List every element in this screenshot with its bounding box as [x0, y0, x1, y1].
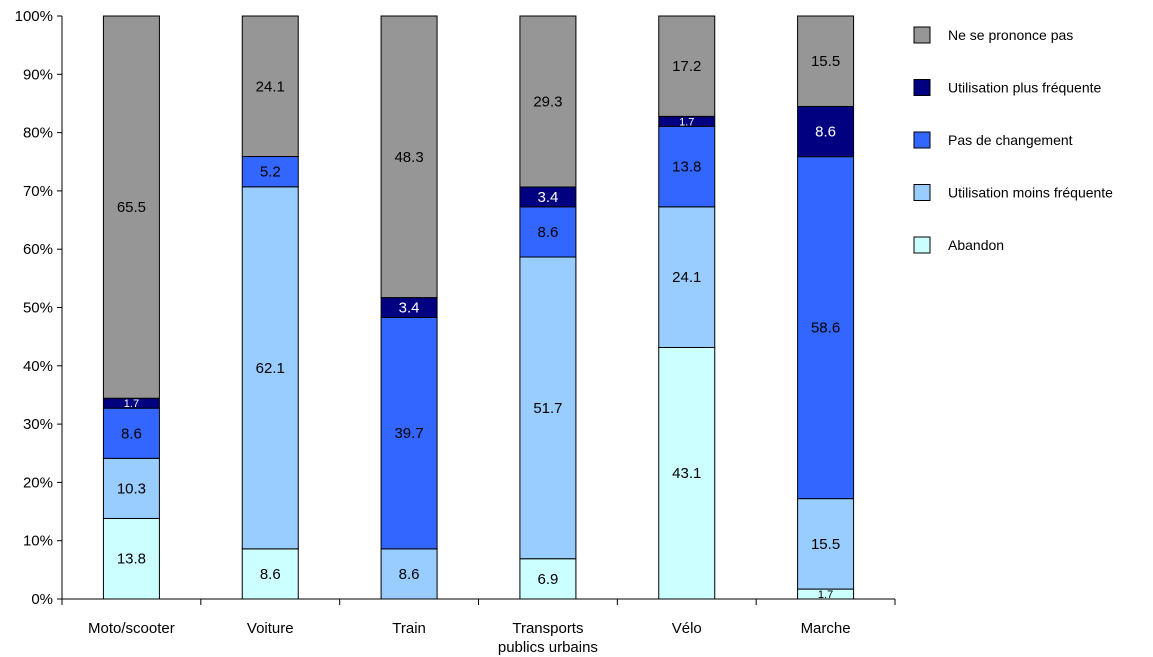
- legend: Ne se prononce pas Utilisation plus fréqu…: [913, 26, 1113, 254]
- x-category-label: Train: [392, 620, 426, 637]
- data-label: 17.2: [672, 58, 701, 75]
- y-tick-label: 80%: [23, 125, 53, 142]
- x-category-label: Moto/scooter: [88, 620, 175, 637]
- bar-segment-utilisation-moins-frequente: [241, 186, 299, 550]
- y-tick-label: 30%: [23, 416, 53, 433]
- bar-segment-ne-se-prononce-pas: [380, 15, 438, 299]
- x-category-label: Vélo: [672, 620, 702, 637]
- data-label: 13.8: [117, 551, 146, 568]
- bar-segment-utilisation-moins-frequente: [519, 256, 577, 560]
- y-tick-label: 100%: [15, 8, 53, 25]
- data-label: 1.7: [124, 398, 139, 410]
- y-tick-label: 60%: [23, 241, 53, 258]
- data-label: 3.4: [399, 300, 420, 317]
- x-category-label: Transports publics urbains: [498, 620, 598, 656]
- bar-segment-ne-se-prononce-pas: [519, 15, 577, 188]
- bar-segment-ne-se-prononce-pas: [797, 15, 855, 107]
- data-label: 8.6: [537, 224, 558, 241]
- data-label: 43.1: [672, 465, 701, 482]
- y-tick-label: 20%: [23, 474, 53, 491]
- data-label: 8.6: [260, 566, 281, 583]
- y-tick-label: 50%: [23, 300, 53, 317]
- bar-segment-ne-se-prononce-pas: [241, 15, 299, 158]
- bar-segment-utilisation-moins-frequente: [797, 498, 855, 590]
- data-label: 39.7: [394, 425, 423, 442]
- bar-segment-utilisation-moins-frequente: [380, 548, 438, 600]
- y-tick-label: 90%: [23, 66, 53, 83]
- data-label: 8.6: [121, 425, 142, 442]
- data-label: 58.6: [811, 320, 840, 337]
- bar-segment-pas-de-changement: [241, 156, 299, 188]
- bar-segment-utilisation-moins-frequente: [658, 206, 716, 348]
- y-tick-label: 0%: [31, 591, 53, 608]
- x-category-label: Voiture: [247, 620, 294, 637]
- bar-segment-utilisation-moins-frequente: [102, 457, 160, 519]
- legend-swatch-utilisation-plus-frequente: [913, 79, 931, 96]
- data-label: 51.7: [533, 400, 562, 417]
- data-label: 15.5: [811, 536, 840, 553]
- data-label: 29.3: [533, 93, 562, 110]
- bar-segment-ne-se-prononce-pas: [102, 15, 160, 399]
- bar-segment-ne-se-prononce-pas: [658, 15, 716, 117]
- bar-segment-utilisation-plus-frequente: [797, 105, 855, 158]
- legend-label: Ne se prononce pas: [948, 27, 1073, 43]
- bar-segment-pas-de-changement: [380, 316, 438, 550]
- legend-label: Pas de changement: [948, 132, 1073, 148]
- bar-segment-pas-de-changement: [658, 125, 716, 208]
- data-label: 48.3: [394, 149, 423, 166]
- legend-swatch-abandon: [913, 236, 931, 254]
- axes-layer: 0% 10% 20% 30% 40% 50% 60% 70% 80% 90% 100% Moto/sc…: [15, 8, 896, 656]
- data-label: 6.9: [537, 571, 558, 588]
- bar-segment-abandon: [102, 517, 160, 600]
- legend-label: Utilisation moins fréquente: [948, 185, 1113, 201]
- legend-swatch-ne-se-prononce-pas: [913, 26, 931, 44]
- y-tick-label: 70%: [23, 183, 53, 200]
- bars-layer: 13.8 10.3 8.6 1.7 65.5 8.6 62.1 5.2 24.1 8.6 39.7 3…: [102, 15, 855, 601]
- data-label: 24.1: [672, 269, 701, 286]
- y-tick-label: 40%: [23, 358, 53, 375]
- legend-label: Utilisation plus fréquente: [948, 80, 1102, 96]
- data-label: 24.1: [256, 78, 285, 95]
- data-label: 3.4: [537, 189, 558, 206]
- legend-swatch-utilisation-moins-frequente: [913, 184, 931, 201]
- data-label: 62.1: [256, 360, 285, 377]
- data-label: 13.8: [672, 159, 701, 176]
- data-label: 5.2: [260, 164, 281, 181]
- data-label: 1.7: [679, 116, 694, 128]
- data-label: 1.7: [818, 589, 833, 601]
- data-label: 8.6: [815, 124, 836, 141]
- legend-swatch-pas-de-changement: [913, 131, 931, 149]
- y-tick-label: 10%: [23, 533, 53, 550]
- x-category-label: Marche: [801, 620, 851, 637]
- data-label: 10.3: [117, 480, 146, 497]
- data-label: 8.6: [399, 566, 420, 583]
- legend-label: Abandon: [948, 237, 1004, 253]
- data-label: 65.5: [117, 199, 146, 216]
- data-label: 15.5: [811, 53, 840, 70]
